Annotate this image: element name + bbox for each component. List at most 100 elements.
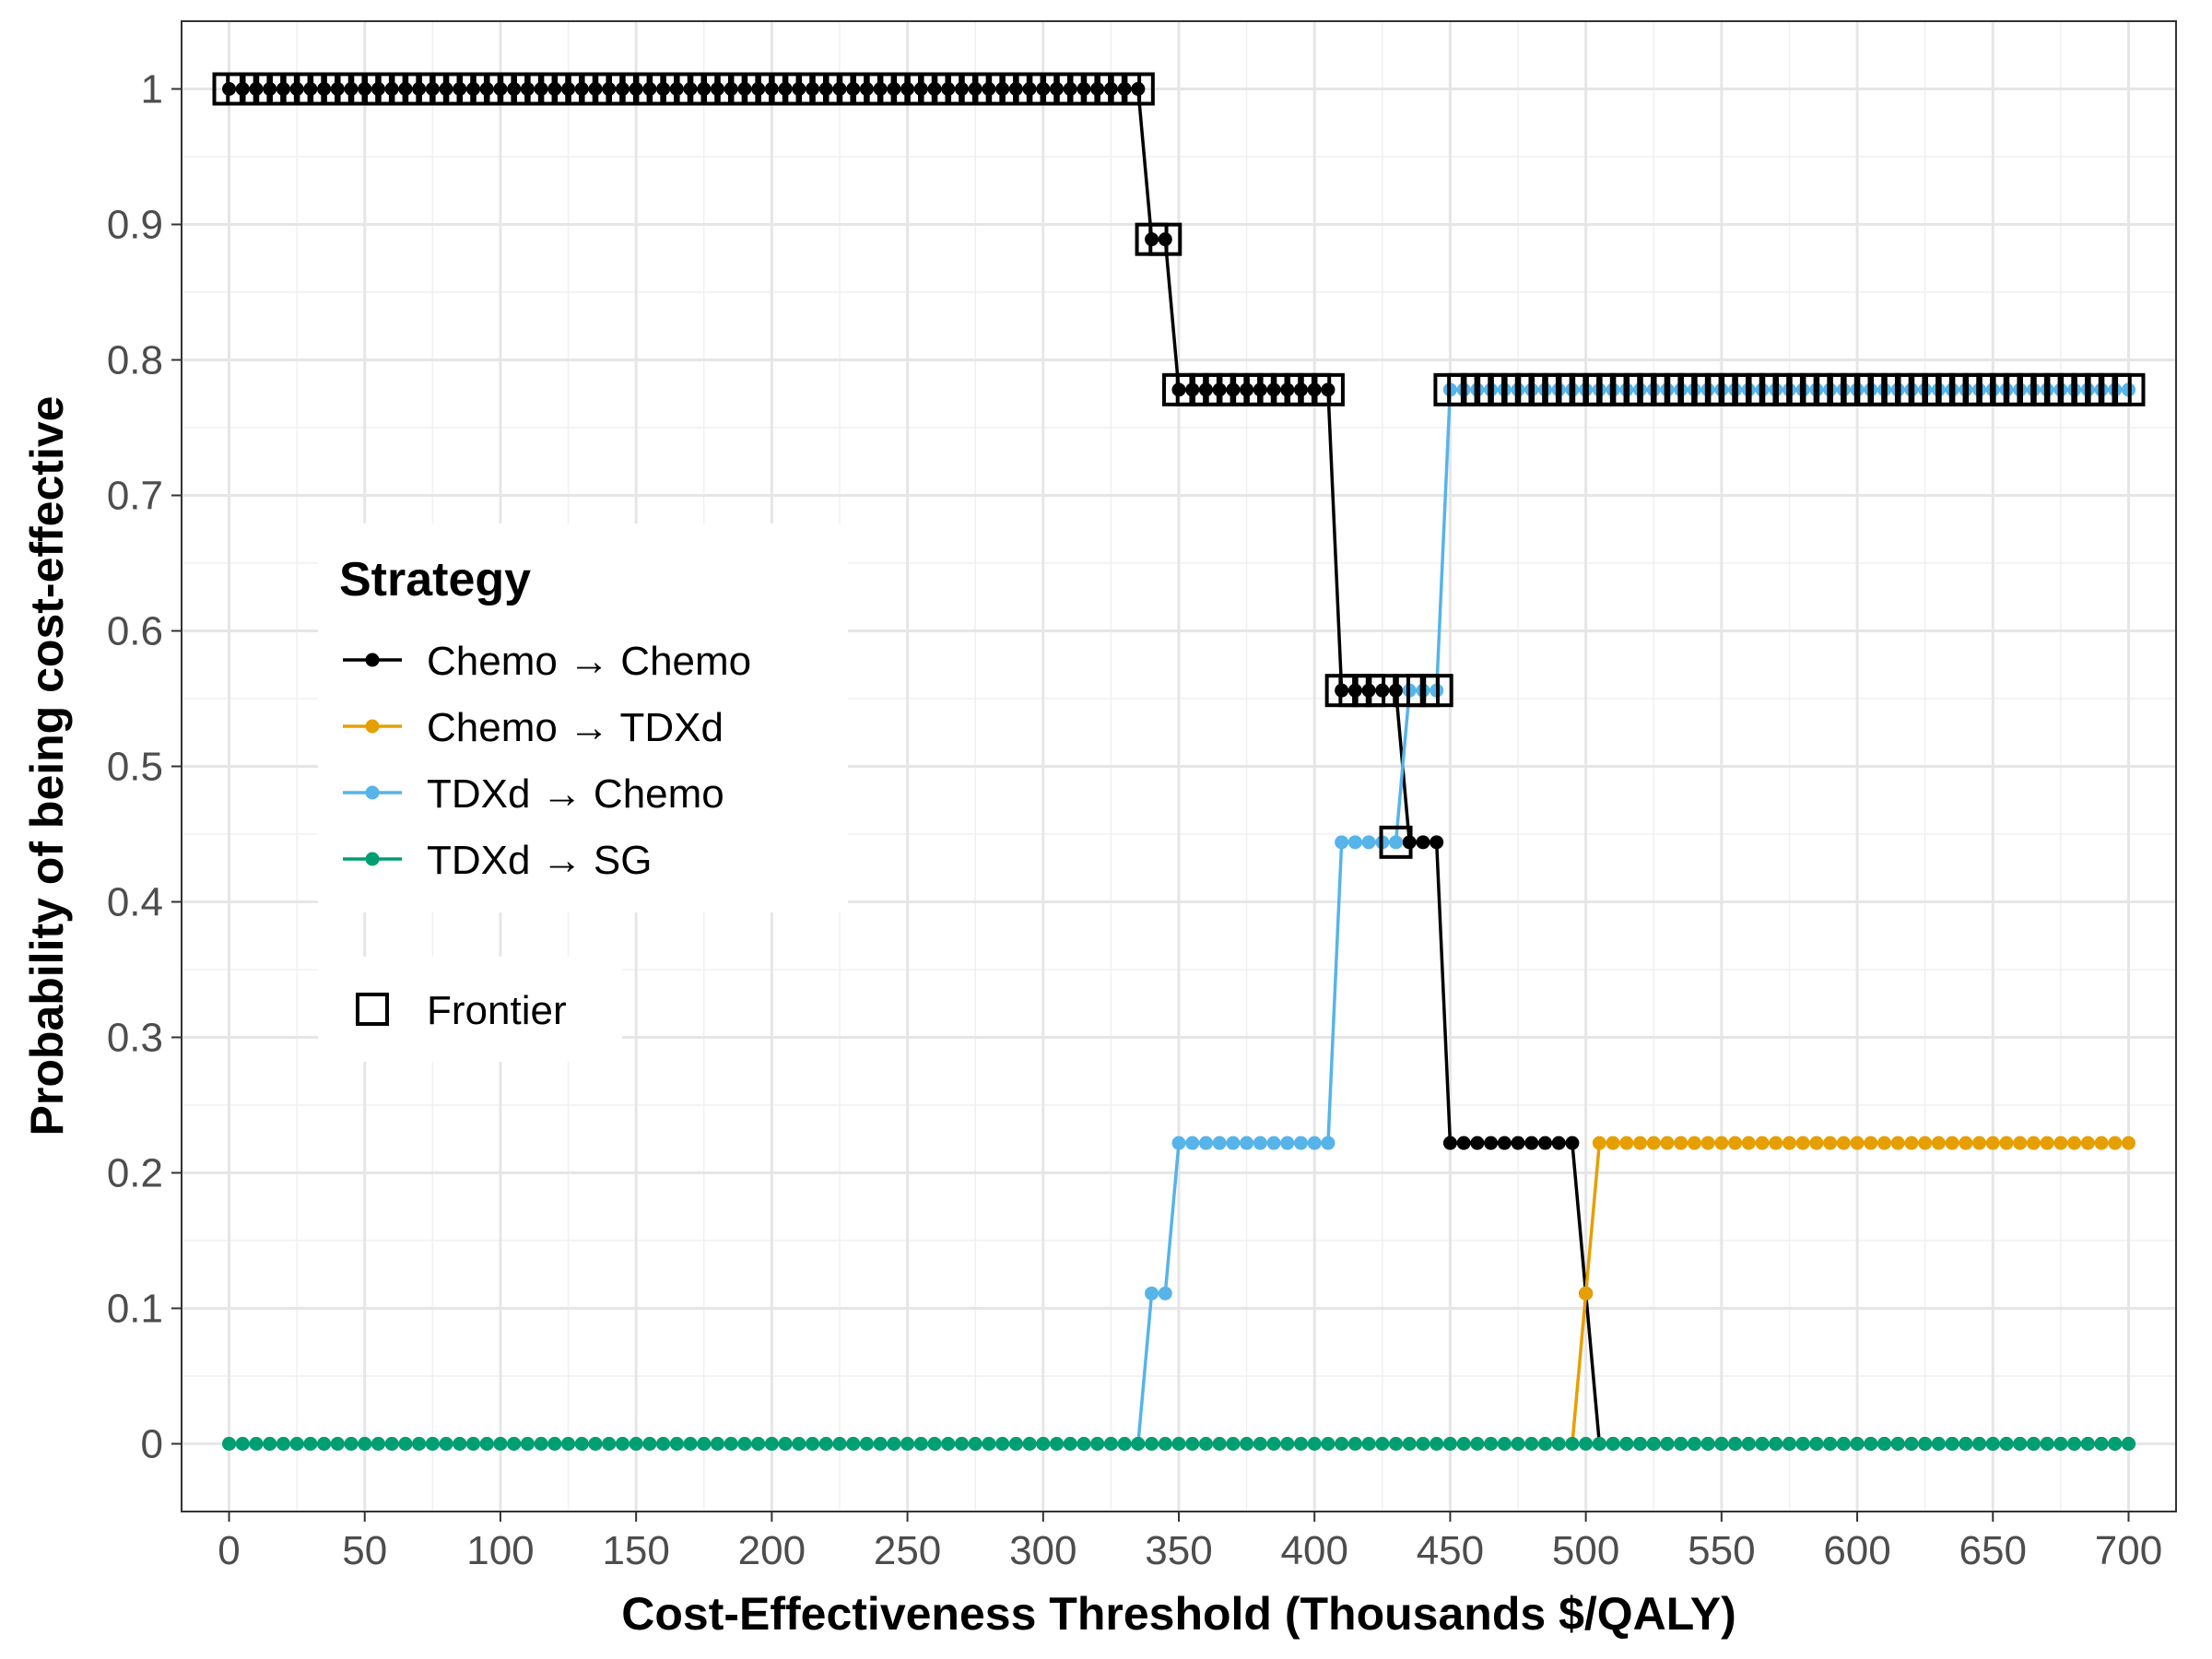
- series-point: [1700, 1135, 1715, 1150]
- legend-background: [318, 524, 848, 912]
- series-point: [1985, 1135, 2000, 1150]
- frontier-legend-key: [356, 993, 389, 1026]
- series-point: [764, 1437, 779, 1451]
- series-point: [1823, 1437, 1838, 1451]
- series-point: [1442, 1437, 1457, 1451]
- series-point: [995, 1437, 1010, 1451]
- series-point: [1212, 1437, 1227, 1451]
- series-point: [222, 1437, 237, 1451]
- series-point: [1931, 1135, 1946, 1150]
- series-point: [1090, 1437, 1105, 1451]
- x-tick-label: 0: [218, 1528, 240, 1573]
- series-point: [1606, 1135, 1620, 1150]
- x-tick-label: 700: [2095, 1528, 2162, 1573]
- series-point: [1660, 1135, 1675, 1150]
- series-point: [466, 1437, 481, 1451]
- series-point: [1524, 1135, 1539, 1150]
- frontier-marker: [2112, 372, 2146, 406]
- series-point: [2013, 1135, 2028, 1150]
- series-point: [629, 1437, 643, 1451]
- series-point: [2026, 1135, 2041, 1150]
- series-point: [1321, 1135, 1335, 1150]
- series-point: [1537, 1437, 1552, 1451]
- series-point: [1185, 1135, 1200, 1150]
- legend-label: TDXd → SG: [427, 838, 653, 883]
- series-point: [2080, 1437, 2095, 1451]
- series-point: [1619, 1135, 1634, 1150]
- series-point: [1036, 1437, 1051, 1451]
- legend-key-point: [365, 653, 380, 667]
- series-point: [737, 1437, 752, 1451]
- frontier-legend-label: Frontier: [427, 988, 567, 1033]
- series-point: [2121, 1437, 2136, 1451]
- series-point: [1795, 1135, 1810, 1150]
- legend-item-1: Chemo → TDXd: [343, 705, 724, 750]
- grid: [182, 21, 2176, 1512]
- legend-items: Chemo → Chemo Chemo → TDXd TDXd → Chemo TDX…: [343, 639, 751, 883]
- legend-item-3: TDXd → SG: [343, 838, 653, 883]
- legend-key-point: [365, 719, 380, 734]
- series-point: [1402, 1437, 1417, 1451]
- series-point: [1416, 1437, 1430, 1451]
- series-point: [1728, 1437, 1743, 1451]
- series-point: [2121, 1135, 2136, 1150]
- series-point: [1389, 835, 1404, 850]
- series-point: [656, 1437, 671, 1451]
- x-tick-label: 150: [602, 1528, 669, 1573]
- series-point: [818, 1437, 833, 1451]
- series-point: [1959, 1437, 1973, 1451]
- series-point: [1904, 1437, 1919, 1451]
- series-point: [1714, 1135, 1729, 1150]
- series-point: [1646, 1437, 1661, 1451]
- x-axis: 0 50 100 150 200 250 300 350 400 450 500 550 600 650 7…: [218, 1512, 2162, 1573]
- series-point: [1266, 1437, 1281, 1451]
- series-point: [1890, 1135, 1905, 1150]
- legend-key-point: [365, 785, 380, 800]
- x-tick-label: 450: [1417, 1528, 1484, 1573]
- series-point: [1972, 1437, 1987, 1451]
- series-point: [1253, 1437, 1267, 1451]
- series-point: [1782, 1437, 1796, 1451]
- series-point: [2053, 1437, 2068, 1451]
- series-point: [1769, 1135, 1783, 1150]
- series-point: [507, 1437, 522, 1451]
- series-point: [710, 1437, 724, 1451]
- series-point: [561, 1437, 576, 1451]
- y-axis-title: Probability of being cost-effective: [21, 396, 73, 1136]
- frontier-marker: [1148, 222, 1182, 256]
- series-3: [222, 1437, 2136, 1451]
- series-point: [1633, 1437, 1648, 1451]
- series-point: [547, 1437, 562, 1451]
- series-point: [317, 1437, 332, 1451]
- series-point: [2080, 1135, 2095, 1150]
- series-point: [1579, 1286, 1594, 1300]
- series-point: [1959, 1135, 1973, 1150]
- series-point: [941, 1437, 956, 1451]
- series-point: [1103, 1437, 1118, 1451]
- series-point: [412, 1437, 427, 1451]
- series-point: [2094, 1437, 2109, 1451]
- series-point: [859, 1437, 874, 1451]
- series-point: [832, 1437, 847, 1451]
- legend-item-2: TDXd → Chemo: [343, 771, 724, 817]
- series-point: [1674, 1437, 1688, 1451]
- series-point: [534, 1437, 548, 1451]
- legend-label: Chemo → TDXd: [427, 705, 724, 750]
- series-point: [1497, 1437, 1512, 1451]
- series-point: [2094, 1135, 2109, 1150]
- y-tick-label: 0.7: [107, 474, 163, 519]
- series-point: [846, 1437, 861, 1451]
- series-point: [1240, 1135, 1254, 1150]
- series-point: [1931, 1437, 1946, 1451]
- series-point: [1511, 1437, 1525, 1451]
- series-point: [1728, 1135, 1743, 1150]
- frontier-marker: [1311, 372, 1345, 406]
- y-tick-label: 1: [141, 67, 163, 112]
- series-point: [1877, 1135, 1891, 1150]
- series-point: [371, 1437, 385, 1451]
- series-point: [1646, 1135, 1661, 1150]
- series-point: [303, 1437, 318, 1451]
- series-point: [1497, 1135, 1512, 1150]
- series-point: [1836, 1437, 1851, 1451]
- series-point: [289, 1437, 304, 1451]
